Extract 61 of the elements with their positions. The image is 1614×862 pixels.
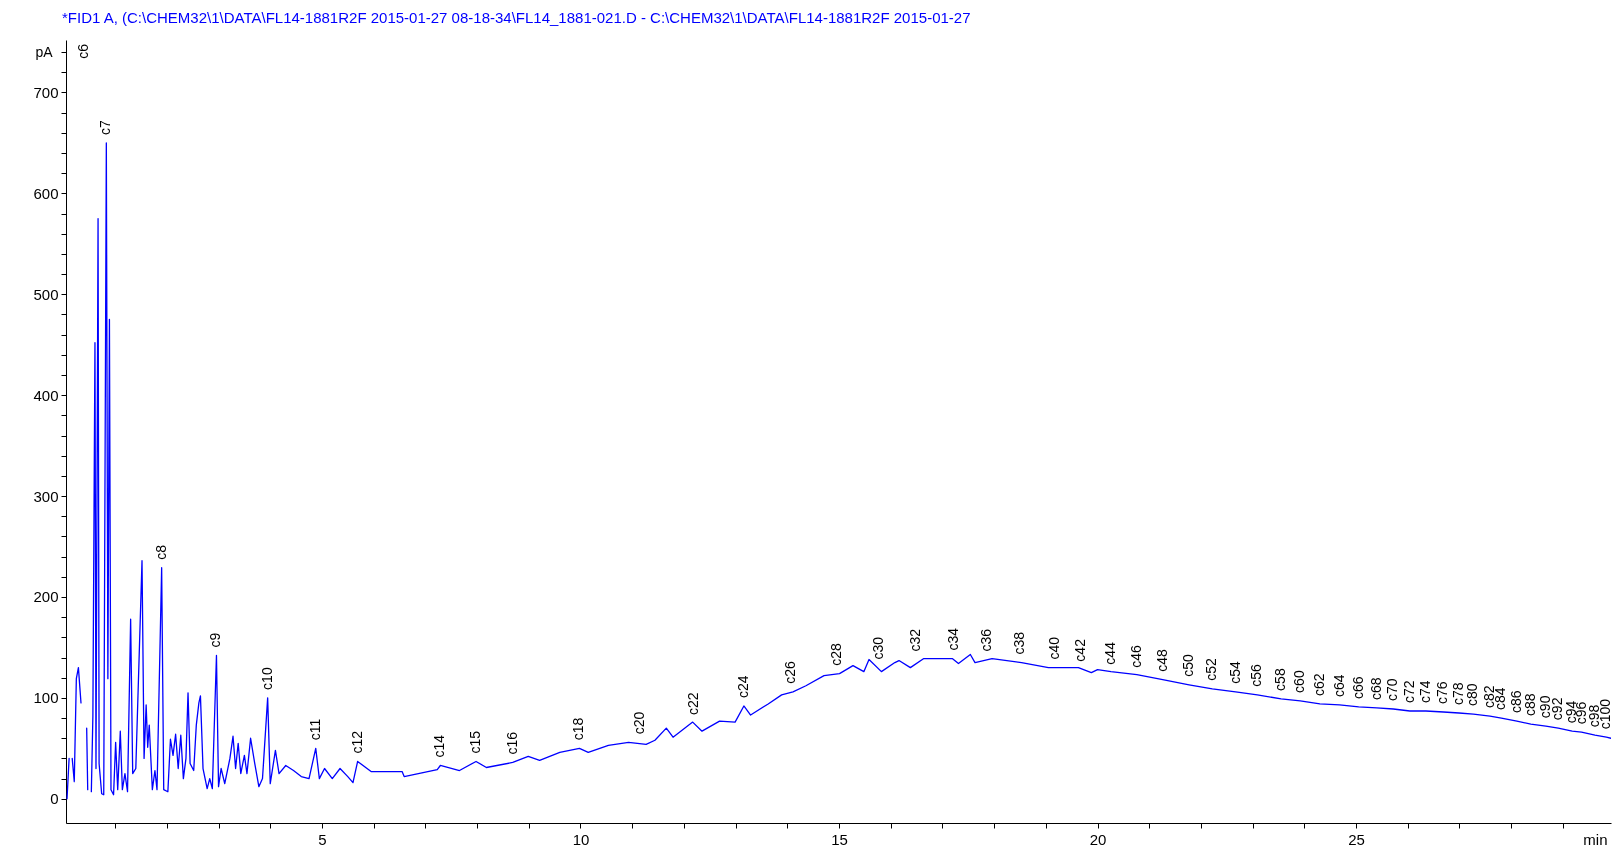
annotation: c14 bbox=[431, 734, 448, 758]
annotation: c30 bbox=[869, 636, 886, 660]
annotation: c52 bbox=[1203, 658, 1220, 681]
y-tick-label: 200 bbox=[33, 588, 59, 606]
annotation: c70 bbox=[1384, 678, 1401, 701]
annotation: c6 bbox=[75, 43, 91, 59]
annotation: c42 bbox=[1072, 638, 1089, 662]
chart-title: *FID1 A, (C:\CHEM32\1\DATA\FL14-1881R2F 2015-01-27 08-18-34\FL14_1881-021.D - C:\CHEM32\1\DATA\FL14-1881R2F 2015-01-27 bbox=[62, 9, 971, 26]
annotation: c66 bbox=[1349, 676, 1366, 699]
annotation: c38 bbox=[1010, 631, 1027, 655]
x-tick-label: 20 bbox=[1089, 830, 1107, 848]
annotation: c18 bbox=[570, 717, 587, 741]
x-axis-title: min bbox=[1583, 830, 1608, 848]
annotation: c46 bbox=[1127, 644, 1144, 668]
annotation: c22 bbox=[685, 692, 702, 716]
annotation: c10 bbox=[258, 667, 275, 690]
annotation: c68 bbox=[1367, 677, 1384, 700]
annotation: c80 bbox=[1464, 683, 1481, 707]
annotation: c9 bbox=[207, 632, 224, 648]
annotation: c15 bbox=[467, 730, 484, 754]
annotation: c7 bbox=[97, 119, 114, 135]
annotation: c11 bbox=[306, 718, 323, 741]
y-tick-label: 700 bbox=[33, 83, 59, 101]
annotation: c32 bbox=[906, 628, 923, 652]
x-tick-label: 5 bbox=[318, 830, 327, 848]
annotation: c88 bbox=[1521, 693, 1538, 717]
y-axis-title: pA bbox=[35, 43, 54, 60]
annotation: c40 bbox=[1046, 636, 1063, 660]
y-tick-label: 600 bbox=[33, 184, 59, 202]
annotation: c8 bbox=[152, 544, 169, 560]
annotation: c64 bbox=[1330, 674, 1347, 697]
annotation: c20 bbox=[631, 711, 648, 735]
annotation: c12 bbox=[348, 730, 365, 754]
annotation: c36 bbox=[977, 628, 994, 652]
x-tick-label: 15 bbox=[831, 830, 848, 848]
annotation: c78 bbox=[1449, 682, 1466, 706]
x-tick-label: 10 bbox=[572, 830, 590, 848]
annotation: c24 bbox=[735, 675, 752, 698]
annotation: c58 bbox=[1272, 668, 1289, 691]
y-tick-label: 100 bbox=[33, 689, 59, 707]
annotation: c86 bbox=[1507, 690, 1524, 714]
annotation: c76 bbox=[1434, 681, 1451, 705]
annotation: c74 bbox=[1416, 680, 1433, 703]
annotation: c60 bbox=[1291, 670, 1308, 693]
annotation: c48 bbox=[1153, 648, 1170, 672]
y-tick-label: 500 bbox=[33, 285, 59, 303]
annotation: c34 bbox=[944, 627, 961, 651]
y-tick-label: 0 bbox=[50, 790, 59, 808]
annotation: c44 bbox=[1101, 641, 1118, 665]
y-tick-label: 300 bbox=[33, 487, 59, 505]
annotation: c50 bbox=[1180, 653, 1197, 677]
annotation: c72 bbox=[1400, 680, 1417, 703]
annotation: c98 bbox=[1585, 704, 1602, 728]
annotation: c28 bbox=[828, 642, 845, 666]
annotation: c56 bbox=[1248, 664, 1265, 687]
annotation: c26 bbox=[781, 661, 798, 684]
x-tick-label: 25 bbox=[1348, 830, 1365, 848]
y-tick-label: 400 bbox=[33, 386, 59, 404]
annotation: c16 bbox=[503, 731, 520, 755]
annotation: c54 bbox=[1226, 661, 1243, 684]
annotation: c62 bbox=[1310, 673, 1327, 696]
